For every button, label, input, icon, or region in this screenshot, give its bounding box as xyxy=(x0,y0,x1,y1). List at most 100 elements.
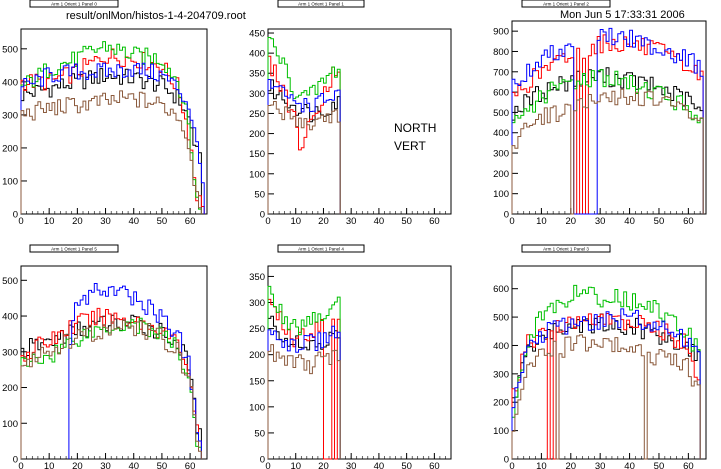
y-tick-label: 0 xyxy=(13,455,18,466)
series-brown xyxy=(20,90,202,214)
panel-5: Arm 1 Orient 1 Panel 30 10 20 30 40 50 6001002… xyxy=(493,244,707,469)
x-tick-label: 0 xyxy=(509,216,514,227)
series-brown xyxy=(267,344,341,459)
panel-title-5: Arm 1 Orient 1 Panel 3 xyxy=(521,244,611,253)
x-tick-label: 20 xyxy=(565,461,576,469)
y-tick-label: 400 xyxy=(2,77,18,88)
y-tick-label: 0 xyxy=(13,210,18,221)
x-tick-label: 0 xyxy=(509,461,514,469)
x-tick-label: 60 xyxy=(185,461,196,469)
y-tick-label: 900 xyxy=(493,27,509,38)
series-brown xyxy=(20,320,202,459)
series-black xyxy=(511,67,704,214)
panel-title-box xyxy=(521,0,611,8)
x-tick-label: 50 xyxy=(157,216,168,227)
y-tick-label: 250 xyxy=(249,324,265,335)
series-red xyxy=(20,48,205,214)
panel-title-text: Arm 1 Orient 1 Panel 2 xyxy=(543,2,589,7)
panel-title-text: Arm 1 Orient 1 Panel 1 xyxy=(298,2,344,7)
series-blue xyxy=(267,325,341,459)
panel-2: Arm 1 Orient 1 Panel 20 10 20 30 40 50 6001002… xyxy=(493,0,707,227)
panel-title-1: Arm 1 Orient 1 Panel 1 xyxy=(277,0,365,8)
panel-title-text: Arm 1 Orient 1 Panel 4 xyxy=(298,247,344,252)
x-tick-label: 0 xyxy=(18,216,23,227)
y-tick-label: 200 xyxy=(249,129,265,140)
y-tick-label: 500 xyxy=(2,44,18,55)
y-tick-label: 100 xyxy=(493,189,509,200)
x-tick-label: 40 xyxy=(624,216,635,227)
x-tick-label: 50 xyxy=(654,216,665,227)
x-tick-label: 0 xyxy=(18,461,23,469)
y-tick-label: 700 xyxy=(493,67,509,78)
x-tick-label: 40 xyxy=(374,216,385,227)
file-label: result/onlMon/histos-1-4-204709.root xyxy=(66,10,246,22)
series-green xyxy=(511,284,701,459)
series-blue xyxy=(68,283,202,459)
series-green xyxy=(267,285,341,459)
series-brown xyxy=(511,88,704,215)
x-tick-label: 40 xyxy=(128,216,139,227)
y-tick-label: 400 xyxy=(493,341,509,352)
series-black xyxy=(20,314,202,459)
x-tick-label: 10 xyxy=(44,216,55,227)
annotation-north: NORTH xyxy=(394,121,437,135)
x-tick-label: 50 xyxy=(401,461,412,469)
panel-0: Arm 1 Orient 1 Panel 0 0 10 20 30 40 50 60 0 100 2… xyxy=(2,0,208,227)
x-tick-label: 50 xyxy=(401,216,412,227)
series-brown xyxy=(511,334,701,460)
panel-1: Arm 1 Orient 1 Panel 1 0 10 20 30 40 50 60 0 50 10… xyxy=(249,0,452,227)
series-blue xyxy=(20,62,205,214)
x-tick-label: 20 xyxy=(72,216,83,227)
y-tick-label: 350 xyxy=(249,69,265,80)
series-black xyxy=(511,313,701,459)
panel-title-text: Arm 1 Orient 1 Panel 5 xyxy=(51,247,97,252)
x-tick-label: 50 xyxy=(654,461,665,469)
y-tick-label: 300 xyxy=(493,149,509,160)
series-brown xyxy=(267,101,341,214)
y-tick-label: 50 xyxy=(254,428,265,439)
x-tick-label: 0 xyxy=(265,216,270,227)
series-blue xyxy=(511,308,701,459)
series-red xyxy=(511,313,701,460)
y-tick-label: 0 xyxy=(260,210,265,221)
panel-title-box xyxy=(29,244,119,253)
y-tick-label: 100 xyxy=(2,419,18,430)
x-tick-label: 60 xyxy=(683,216,694,227)
series-green xyxy=(20,41,202,214)
x-tick-label: 10 xyxy=(44,461,55,469)
x-tick-label: 10 xyxy=(290,216,301,227)
series-red xyxy=(511,34,704,215)
series-red xyxy=(267,55,341,214)
y-tick-label: 450 xyxy=(249,29,265,40)
series-blue xyxy=(267,79,341,214)
panel-3: Arm 1 Orient 1 Panel 5 0 10 20 30 40 50 60 0 100 2… xyxy=(2,244,208,469)
y-tick-label: 200 xyxy=(2,143,18,154)
y-tick-label: 50 xyxy=(254,189,265,200)
x-tick-label: 50 xyxy=(157,461,168,469)
panel-title-box xyxy=(29,0,119,8)
x-tick-label: 40 xyxy=(374,461,385,469)
y-tick-label: 300 xyxy=(249,298,265,309)
y-tick-label: 500 xyxy=(493,108,509,119)
y-tick-label: 500 xyxy=(2,276,18,287)
x-tick-label: 10 xyxy=(290,461,301,469)
y-tick-label: 100 xyxy=(2,176,18,187)
y-tick-label: 200 xyxy=(2,383,18,394)
y-tick-label: 400 xyxy=(249,49,265,60)
y-tick-label: 150 xyxy=(249,149,265,160)
x-tick-label: 40 xyxy=(128,461,139,469)
x-tick-label: 20 xyxy=(565,216,576,227)
x-tick-label: 20 xyxy=(318,216,329,227)
y-tick-label: 200 xyxy=(493,169,509,180)
y-tick-label: 600 xyxy=(493,88,509,99)
series-green xyxy=(267,37,341,214)
panel-title-box xyxy=(277,0,365,8)
y-tick-label: 100 xyxy=(249,169,265,180)
x-tick-label: 60 xyxy=(185,216,196,227)
x-tick-label: 30 xyxy=(346,216,357,227)
y-tick-label: 0 xyxy=(504,455,509,466)
x-tick-label: 10 xyxy=(536,216,547,227)
y-tick-label: 100 xyxy=(249,402,265,413)
y-tick-label: 300 xyxy=(2,347,18,358)
